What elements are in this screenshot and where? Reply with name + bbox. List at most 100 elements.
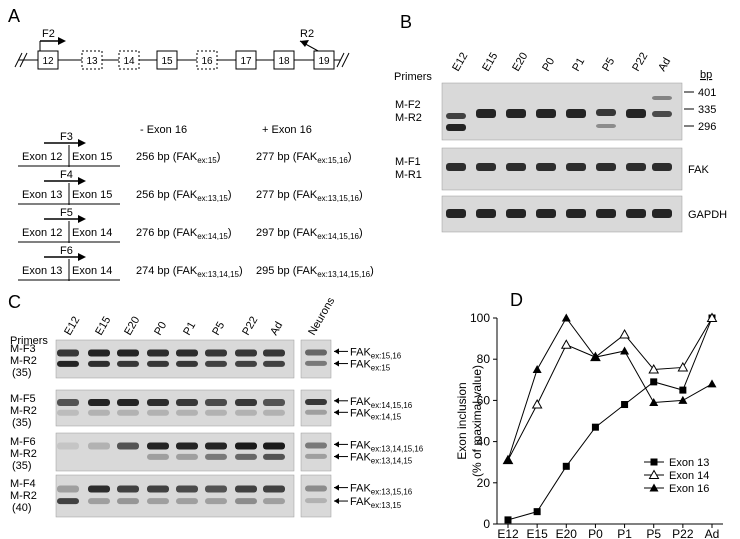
gel-band: [626, 163, 646, 171]
gel3-target-label: GAPDH: [688, 209, 727, 221]
gel-image: [441, 195, 683, 233]
legend-marker: [650, 458, 658, 466]
gel-band: [446, 163, 466, 171]
primer-f2-label: F2: [42, 28, 55, 40]
primer-arrowhead: [78, 215, 86, 223]
band-label-lower: FAKex:13,15: [350, 496, 402, 510]
gel-band: [176, 399, 198, 406]
gel-image: [441, 82, 683, 141]
exon-number: 17: [240, 56, 252, 67]
primer-arrowhead: [78, 177, 86, 185]
series-line: [507, 317, 713, 461]
lane-label: E12: [450, 51, 470, 74]
data-point: [707, 379, 717, 388]
plus-exon16-size: 295 bp (FAKex:13,14,15,16): [256, 265, 374, 279]
gel-band: [88, 399, 110, 406]
gel-image: [55, 389, 295, 427]
x-tick-label: P1: [617, 527, 632, 539]
gel-band: [57, 360, 79, 367]
gel-band: [205, 409, 227, 416]
band-arrowhead: [334, 484, 339, 491]
amplicon-right-exon: Exon 15: [72, 189, 112, 201]
gel-band: [263, 442, 285, 450]
gel-background: [300, 339, 332, 379]
amplicon-left-exon: Exon 12: [22, 151, 62, 163]
y-tick-label: 0: [483, 517, 490, 531]
gel-background: [300, 389, 332, 427]
gel-band: [117, 360, 139, 367]
gel-primer-forward: M-F3: [10, 343, 36, 355]
gel-background: [55, 339, 295, 379]
gel-image: [55, 474, 295, 518]
band-arrowhead: [334, 498, 339, 505]
x-tick-label: E15: [526, 527, 548, 539]
gel-image: [300, 339, 332, 379]
gel-band: [57, 442, 79, 450]
data-point: [706, 312, 718, 322]
gel1-primer-2: M-R2: [395, 112, 422, 124]
gel-band: [305, 399, 327, 405]
exon-box: [235, 50, 257, 70]
band-label-lower: FAKex:15: [350, 359, 391, 373]
exon-number: 12: [42, 56, 54, 67]
gel2-primer-1: M-F1: [395, 156, 421, 168]
gel-band: [652, 111, 672, 117]
amplicon-left-exon: Exon 13: [22, 189, 62, 201]
gel-band: [263, 485, 285, 493]
gel-band: [305, 485, 327, 492]
lane-label: P5: [600, 56, 617, 74]
amplicon-rows: F3 Exon 12 Exon 15 256 bp (FAKex:15) 277 bp …: [18, 131, 374, 281]
gel-band: [147, 442, 169, 450]
data-point: [561, 313, 571, 322]
exon-number: 13: [86, 56, 98, 67]
lane-label: E20: [510, 51, 530, 74]
data-point: [532, 365, 542, 373]
gel-band: [446, 209, 466, 218]
gel-band: [117, 498, 139, 505]
size-marker: 296: [698, 121, 716, 133]
data-point: [678, 395, 688, 404]
gel-band: [205, 485, 227, 493]
exon-box: [118, 50, 140, 70]
gel-band: [147, 409, 169, 416]
gel-band: [536, 209, 556, 218]
gel-band: [176, 485, 198, 493]
minus-exon16-size: 256 bp (FAKex:15): [136, 151, 220, 165]
gel-band: [205, 442, 227, 450]
gel-band: [235, 485, 257, 493]
gel-cycle-count: (40): [12, 502, 32, 514]
panel-c-gels: E12 E15 E20 P0 P1 P5 P22 Ad NeuronsM-F3M-R2(35)F…: [10, 295, 424, 518]
gel-band: [57, 349, 79, 357]
gel-band: [57, 399, 79, 406]
gel-band: [235, 409, 257, 416]
panel-label-d: D: [510, 290, 523, 310]
gel-band: [235, 442, 257, 450]
data-point: [503, 455, 513, 464]
exon-number: 15: [161, 56, 173, 67]
gel-cycle-count: (35): [12, 367, 32, 379]
lane-label: P5: [210, 320, 227, 338]
lane-label: E12: [62, 315, 82, 338]
col-minus-exon16: - Exon 16: [140, 124, 187, 136]
legend-label: Exon 16: [669, 483, 709, 495]
exon-number: 19: [318, 56, 330, 67]
exon-box: [156, 50, 178, 70]
gel-primer-forward: M-F5: [10, 393, 36, 405]
gel-band: [88, 349, 110, 357]
x-tick-label: P5: [646, 527, 661, 539]
gel-image: [55, 339, 295, 379]
primer-arrowhead: [78, 253, 86, 261]
gel-band: [117, 485, 139, 493]
size-marker: 335: [698, 104, 716, 116]
gel-background: [55, 474, 295, 518]
gel-image: [300, 474, 332, 518]
gel-image: [300, 432, 332, 472]
gel-band: [263, 399, 285, 406]
gel-band: [88, 498, 110, 505]
gel-primer-reverse: M-R2: [10, 355, 37, 367]
band-arrowhead: [334, 397, 339, 404]
lane-label: P0: [540, 56, 557, 74]
gel-primer-reverse: M-R2: [10, 448, 37, 460]
gel-band: [176, 498, 198, 505]
x-tick-label: Ad: [705, 527, 720, 539]
